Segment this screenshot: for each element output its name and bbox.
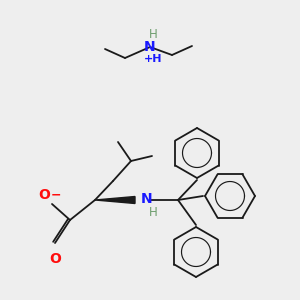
Text: N: N [141, 192, 153, 206]
Text: H: H [148, 28, 158, 41]
Text: H: H [148, 206, 158, 218]
Text: N: N [144, 40, 156, 54]
Text: +H: +H [144, 54, 162, 64]
Polygon shape [95, 196, 135, 203]
Text: O: O [38, 188, 50, 202]
Text: O: O [49, 252, 61, 266]
Text: −: − [51, 188, 61, 202]
